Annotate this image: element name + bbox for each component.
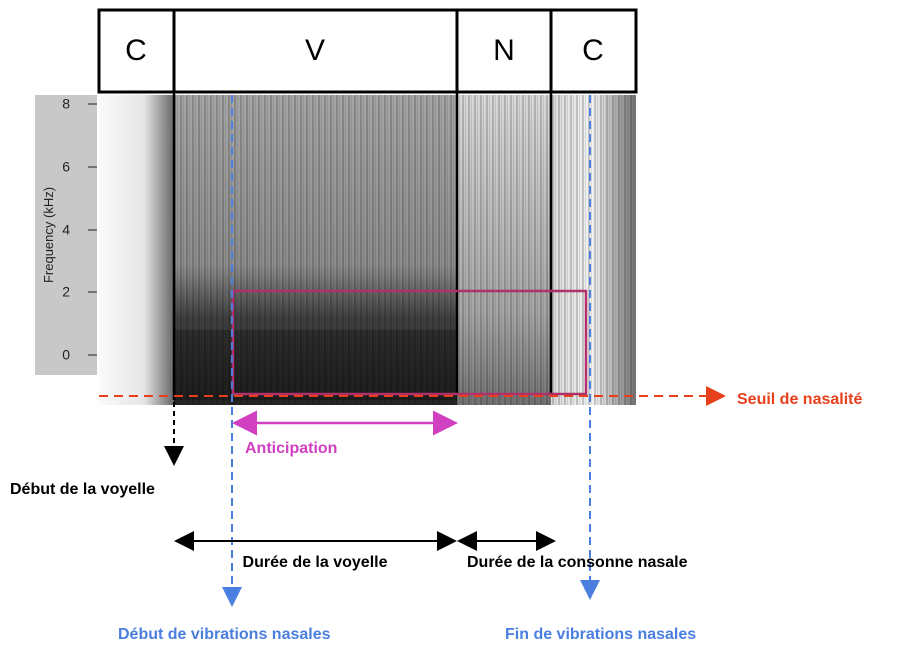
- tick-label: 8: [62, 96, 70, 112]
- tick-label: 2: [62, 284, 70, 300]
- axis-panel: [35, 95, 97, 375]
- threshold-label: Seuil de nasalité: [737, 391, 862, 408]
- axis-label: Frequency (kHz): [41, 187, 56, 283]
- spectrogram: [99, 92, 636, 405]
- anticipation-label: Anticipation: [245, 440, 337, 457]
- tick-label: 0: [62, 347, 70, 363]
- nasal-offset-label: Fin de vibrations nasales: [505, 626, 696, 643]
- tick-label: 6: [62, 159, 70, 175]
- axis-ticks: [88, 103, 97, 356]
- nasal-onset-label: Début de vibrations nasales: [118, 626, 331, 643]
- vowel-onset-label: Début de la voyelle: [10, 481, 155, 498]
- vowel-duration-label: Durée de la voyelle: [243, 554, 388, 571]
- nasal-duration-label: Durée de la consonne nasale: [467, 554, 688, 571]
- segment-label: V: [305, 34, 325, 67]
- tick-label: 4: [62, 222, 70, 238]
- segment-boxes: [97, 8, 638, 94]
- segment-label: N: [493, 34, 515, 67]
- segment-label: C: [125, 34, 147, 67]
- segment-label: C: [582, 34, 604, 67]
